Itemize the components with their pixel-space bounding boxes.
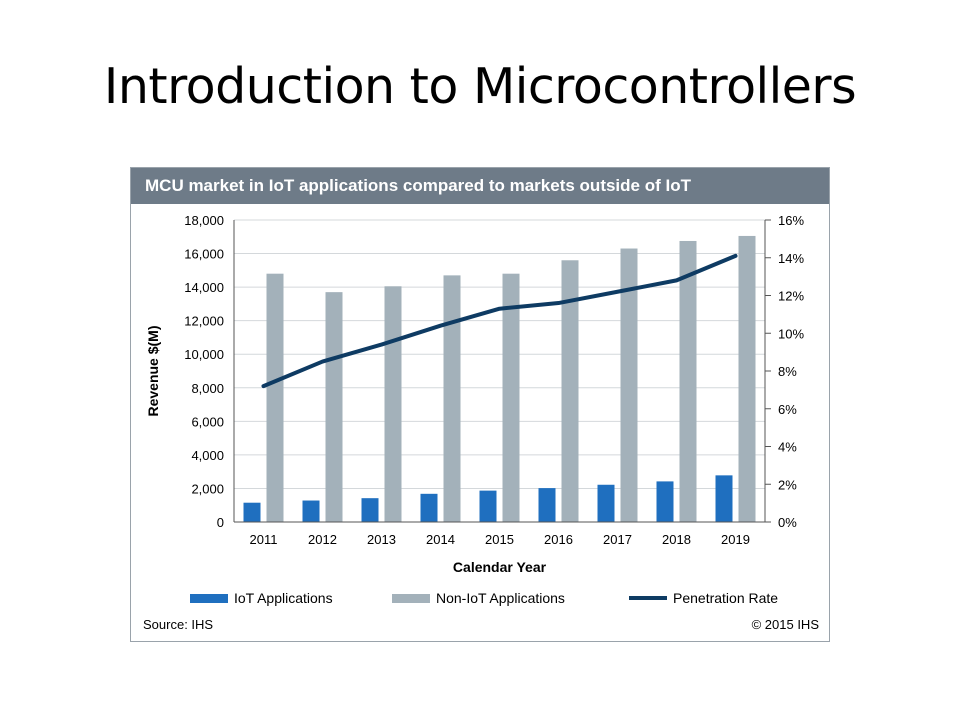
- legend-label-penetration: Penetration Rate: [673, 590, 778, 606]
- x-tick-label: 2015: [485, 532, 514, 547]
- y2-tick-label: 16%: [778, 213, 804, 228]
- legend-label-iot: IoT Applications: [234, 590, 333, 606]
- y-tick-label: 2,000: [191, 481, 224, 496]
- x-tick-label: 2013: [367, 532, 396, 547]
- y2-tick-label: 2%: [778, 477, 797, 492]
- legend-swatch-iot: [190, 594, 228, 603]
- x-tick-label: 2012: [308, 532, 337, 547]
- bar-iot: [538, 488, 556, 522]
- x-tick-label: 2016: [544, 532, 573, 547]
- bar-iot: [302, 500, 320, 522]
- y2-tick-label: 12%: [778, 289, 804, 304]
- x-tick-label: 2011: [250, 532, 278, 547]
- legend-swatch-non-iot: [392, 594, 430, 603]
- x-tick-label: 2018: [662, 532, 691, 547]
- y-tick-label: 14,000: [184, 280, 224, 295]
- bar-iot: [243, 502, 261, 522]
- line-penetration-rate: [261, 253, 738, 389]
- x-tick-label: 2017: [603, 532, 632, 547]
- y-tick-label: 18,000: [184, 213, 224, 228]
- bar-non-iot: [738, 235, 756, 522]
- y-tick-label: 4,000: [191, 448, 224, 463]
- y-axis-title: Revenue $(M): [145, 325, 161, 416]
- bar-iot: [715, 475, 733, 522]
- y2-tick-label: 4%: [778, 440, 797, 455]
- y2-tick-label: 10%: [778, 326, 804, 341]
- y-tick-label: 12,000: [184, 314, 224, 329]
- bar-non-iot: [561, 260, 579, 522]
- bar-iot: [479, 490, 497, 522]
- slide-title: Introduction to Microcontrollers: [103, 58, 857, 115]
- chart-frame: MCU market in IoT applications compared …: [130, 167, 830, 642]
- bar-iot: [656, 481, 674, 522]
- y-tick-label: 6,000: [191, 414, 224, 429]
- x-tick-label: 2014: [426, 532, 455, 547]
- chart-copyright: © 2015 IHS: [752, 617, 820, 632]
- y-tick-label: 0: [217, 515, 224, 530]
- y2-tick-label: 8%: [778, 364, 797, 379]
- bar-non-iot: [266, 273, 284, 522]
- y2-tick-label: 0%: [778, 515, 797, 530]
- x-axis-title: Calendar Year: [453, 559, 547, 575]
- bar-non-iot: [620, 248, 638, 522]
- y2-tick-label: 14%: [778, 251, 804, 266]
- bar-iot: [597, 484, 615, 522]
- legend-label-non-iot: Non-IoT Applications: [436, 590, 565, 606]
- bar-non-iot: [443, 275, 461, 522]
- bar-iot: [420, 493, 438, 522]
- chart-source: Source: IHS: [143, 617, 213, 632]
- bar-non-iot: [502, 273, 520, 522]
- bar-non-iot: [325, 292, 343, 522]
- x-tick-label: 2019: [721, 532, 750, 547]
- bar-iot: [361, 498, 379, 522]
- y-tick-label: 16,000: [184, 247, 224, 262]
- y2-tick-label: 6%: [778, 402, 797, 417]
- bar-non-iot: [679, 240, 697, 522]
- chart-title: MCU market in IoT applications compared …: [131, 168, 829, 204]
- y-tick-label: 10,000: [184, 347, 224, 362]
- bar-non-iot: [384, 286, 402, 522]
- y-tick-label: 8,000: [191, 381, 224, 396]
- chart-canvas: 0 2,000 4,000 6,000 8,000 10,000 12,000 14,000 1…: [143, 213, 820, 632]
